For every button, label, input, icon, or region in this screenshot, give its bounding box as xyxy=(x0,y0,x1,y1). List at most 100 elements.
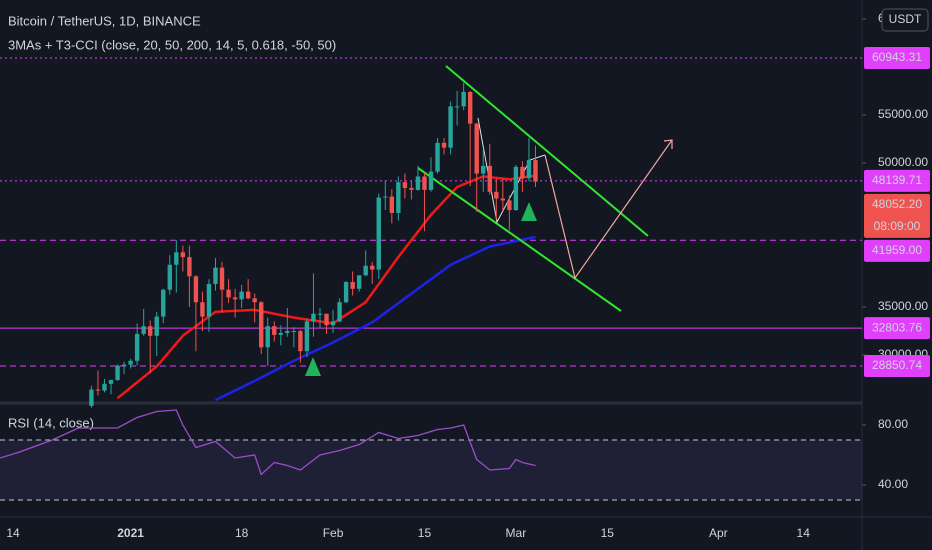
x-tick-label: 14 xyxy=(797,526,811,540)
candle-body xyxy=(304,321,310,352)
candle-body xyxy=(95,389,101,391)
x-tick-label: Mar xyxy=(506,526,527,540)
symbol-title: Bitcoin / TetherUS, 1D, BINANCE xyxy=(8,13,201,28)
drawings xyxy=(305,65,673,376)
candle-body xyxy=(115,365,120,380)
moving-average xyxy=(116,174,536,400)
price-label-bg xyxy=(864,355,930,378)
candle-body xyxy=(494,191,499,199)
candle-body xyxy=(474,123,479,174)
candle-body xyxy=(356,275,362,289)
buy-signal xyxy=(521,202,537,221)
price-label: 28850.74 xyxy=(872,358,922,372)
candle-body xyxy=(370,265,375,270)
candle-body xyxy=(108,379,114,384)
channel-lower xyxy=(417,167,622,312)
candle-body xyxy=(252,298,257,303)
candle-body xyxy=(141,326,146,334)
candle-body xyxy=(213,267,218,284)
candle-body xyxy=(428,171,434,190)
countdown: 08:09:00 xyxy=(874,219,921,233)
candle-body xyxy=(180,252,186,258)
candle-body xyxy=(454,106,460,108)
candle-body xyxy=(317,313,323,315)
candle-body xyxy=(330,321,336,326)
x-tick-label: Feb xyxy=(323,526,344,540)
currency-button[interactable]: USDT xyxy=(889,12,922,26)
rsi-line xyxy=(0,409,536,476)
candle-body xyxy=(376,197,381,270)
candle-body xyxy=(481,165,486,174)
candle-body xyxy=(448,106,453,148)
candle-body xyxy=(526,160,532,179)
price-label-bg xyxy=(864,169,930,192)
candle-body xyxy=(232,297,238,300)
candle-body xyxy=(193,276,199,303)
candle-body xyxy=(147,326,153,336)
rsi-band xyxy=(0,439,862,500)
projection-arrow xyxy=(544,139,673,280)
candle-body xyxy=(121,364,127,366)
x-tick-label: 15 xyxy=(601,526,615,540)
candle-body xyxy=(409,187,414,190)
y-tick-label: 40.00 xyxy=(878,477,908,491)
candle-body xyxy=(533,160,538,182)
candle-body xyxy=(298,331,303,352)
candle-body xyxy=(363,265,368,276)
price-label: 48052.20 xyxy=(872,197,922,211)
arrow-head xyxy=(663,139,673,149)
candle-body xyxy=(259,302,264,348)
candle-body xyxy=(383,196,388,198)
candle-body xyxy=(278,332,284,335)
candle-body xyxy=(441,142,447,148)
candle-body xyxy=(487,165,492,192)
candle-body xyxy=(350,282,355,289)
candle-body xyxy=(507,200,512,211)
pattern-line xyxy=(477,117,546,224)
x-tick-label: 15 xyxy=(418,526,432,540)
price-label-bg xyxy=(864,193,930,238)
candle-body xyxy=(239,291,244,300)
candle-body xyxy=(134,333,140,361)
y-tick-label: 50000.00 xyxy=(878,155,928,169)
price-label-bg xyxy=(864,46,930,69)
candle-body xyxy=(187,257,192,277)
y-tick-label: 35000.00 xyxy=(878,299,928,313)
candle-body xyxy=(389,196,395,213)
price-label: 60943.31 xyxy=(872,50,922,64)
y-tick-label: 55000.00 xyxy=(878,107,928,121)
candle-body xyxy=(167,264,172,290)
candle-body xyxy=(89,389,94,406)
candle-body xyxy=(337,302,342,322)
candle-body xyxy=(500,198,506,201)
rsi-title: RSI (14, close) xyxy=(8,415,94,430)
indicator-title: 3MAs + T3-CCI (close, 20, 50, 200, 14, 5… xyxy=(8,37,336,52)
price-label: 41959.00 xyxy=(872,243,922,257)
price-label: 48139.71 xyxy=(872,173,922,187)
candle-body xyxy=(174,252,179,265)
candle-body xyxy=(219,267,225,290)
price-label-bg xyxy=(864,317,930,340)
x-tick-label: 14 xyxy=(6,526,20,540)
candle-body xyxy=(161,289,166,317)
candle-body xyxy=(226,289,231,298)
candle-body xyxy=(396,182,401,213)
candle-body xyxy=(461,91,466,107)
candle-body xyxy=(422,176,427,190)
candle-body xyxy=(291,331,297,333)
candle-body xyxy=(343,282,349,303)
candle-body xyxy=(311,313,316,322)
candle-body xyxy=(128,360,133,365)
candle-body xyxy=(324,313,329,326)
x-tick-label: 2021 xyxy=(117,526,144,540)
candle-body xyxy=(513,166,519,211)
candle-body xyxy=(206,283,212,317)
candle-body xyxy=(272,326,277,335)
candle-body xyxy=(435,142,440,172)
candle-body xyxy=(265,326,270,348)
currency-box xyxy=(881,8,929,32)
candle-body xyxy=(245,291,251,299)
candle-body xyxy=(102,383,107,391)
